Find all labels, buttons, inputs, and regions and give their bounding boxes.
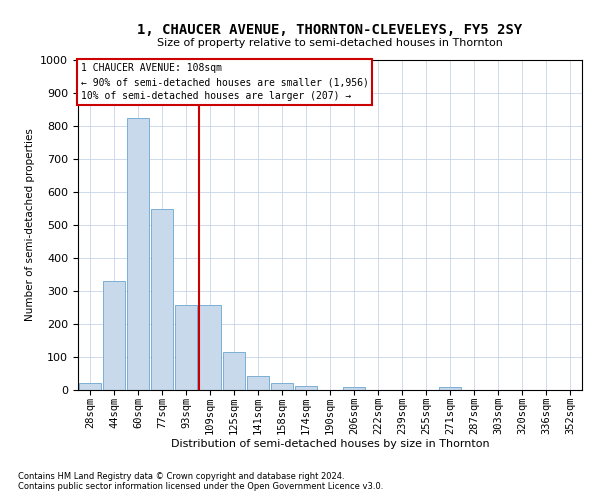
Bar — [271, 384, 293, 390]
Bar — [103, 281, 125, 390]
Bar — [439, 386, 461, 390]
Text: Contains HM Land Registry data © Crown copyright and database right 2024.: Contains HM Land Registry data © Crown c… — [18, 472, 344, 481]
Text: 1, CHAUCER AVENUE, THORNTON-CLEVELEYS, FY5 2SY: 1, CHAUCER AVENUE, THORNTON-CLEVELEYS, F… — [137, 22, 523, 36]
Bar — [175, 305, 197, 390]
Bar — [199, 305, 221, 390]
Bar — [343, 386, 365, 390]
Text: Contains public sector information licensed under the Open Government Licence v3: Contains public sector information licen… — [18, 482, 383, 491]
Bar — [295, 386, 317, 390]
Bar — [223, 352, 245, 390]
Bar — [79, 382, 101, 390]
Text: 1 CHAUCER AVENUE: 108sqm
← 90% of semi-detached houses are smaller (1,956)
10% o: 1 CHAUCER AVENUE: 108sqm ← 90% of semi-d… — [80, 64, 368, 102]
Bar — [247, 376, 269, 390]
Text: Size of property relative to semi-detached houses in Thornton: Size of property relative to semi-detach… — [157, 38, 503, 48]
Y-axis label: Number of semi-detached properties: Number of semi-detached properties — [25, 128, 35, 322]
Bar — [151, 209, 173, 390]
X-axis label: Distribution of semi-detached houses by size in Thornton: Distribution of semi-detached houses by … — [170, 440, 490, 450]
Bar — [127, 118, 149, 390]
